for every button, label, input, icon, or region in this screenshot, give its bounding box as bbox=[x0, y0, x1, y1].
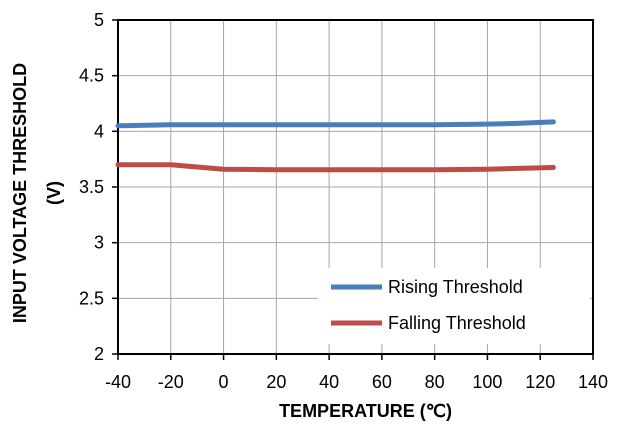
y-axis-unit: (V) bbox=[44, 181, 64, 205]
y-tick-label: 5 bbox=[94, 10, 104, 30]
x-tick-label: 120 bbox=[525, 372, 555, 392]
x-axis-title: TEMPERATURE (℃) bbox=[279, 401, 452, 421]
x-tick-label: 60 bbox=[372, 372, 392, 392]
y-tick-label: 2 bbox=[94, 344, 104, 364]
legend-label-falling: Falling Threshold bbox=[388, 313, 526, 333]
legend-label-rising: Rising Threshold bbox=[388, 277, 523, 297]
legend: Rising Threshold Falling Threshold bbox=[318, 268, 590, 344]
x-tick-label: 80 bbox=[425, 372, 445, 392]
axis-ticks: -40 -20 0 20 40 60 80 100 120 140 2 2.5 3 3.5 4 4.5 5 bbox=[79, 10, 608, 392]
series-lines bbox=[115, 119, 556, 173]
series-line-rising bbox=[115, 119, 556, 129]
y-tick-label: 4.5 bbox=[79, 66, 104, 86]
x-tick-label: -20 bbox=[158, 372, 184, 392]
legend-background bbox=[318, 268, 590, 344]
x-tick-label: 40 bbox=[319, 372, 339, 392]
x-tick-label: 0 bbox=[219, 372, 229, 392]
y-tick-label: 2.5 bbox=[79, 288, 104, 308]
y-tick-label: 3.5 bbox=[79, 177, 104, 197]
x-tick-label: 100 bbox=[472, 372, 502, 392]
x-tick-label: 20 bbox=[266, 372, 286, 392]
y-axis-title: INPUT VOLTAGE THRESHOLD bbox=[10, 63, 30, 323]
x-tick-label: -40 bbox=[105, 372, 131, 392]
y-tick-label: 4 bbox=[94, 121, 104, 141]
series-line-falling bbox=[115, 162, 556, 173]
x-tick-label: 140 bbox=[578, 372, 608, 392]
y-tick-label: 3 bbox=[94, 233, 104, 253]
